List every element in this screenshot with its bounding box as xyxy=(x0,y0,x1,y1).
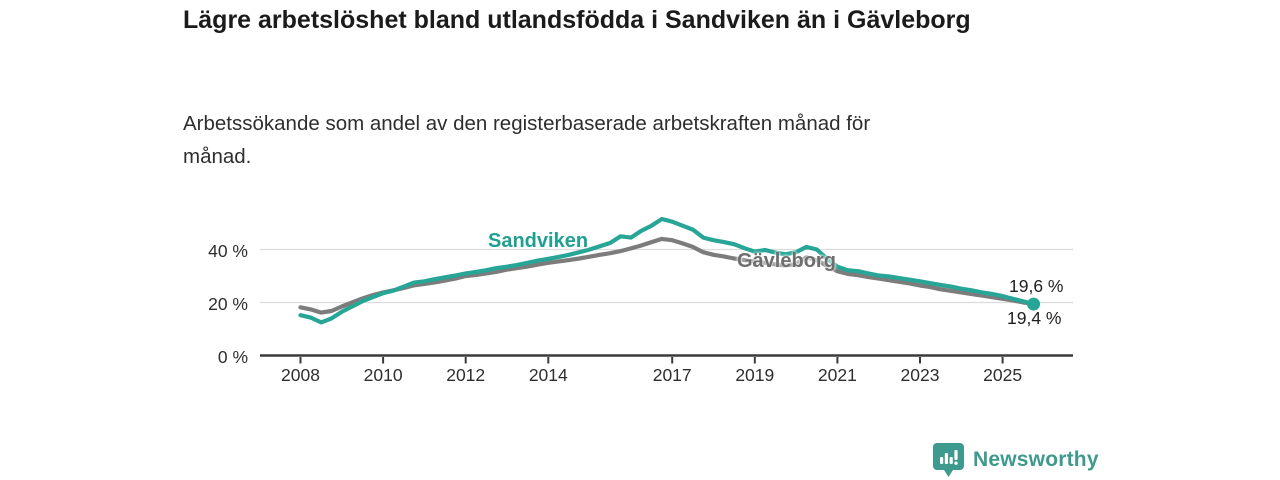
x-tick-label: 2019 xyxy=(735,365,775,385)
y-tick-label: 0 % xyxy=(217,346,248,367)
page-title: Lägre arbetslöshet bland utlandsfödda i … xyxy=(183,6,971,34)
series-line-sandviken xyxy=(298,216,1036,325)
newsworthy-logo-link[interactable]: Newsworthy xyxy=(933,443,1099,477)
y-tick-label: 20 % xyxy=(208,293,248,314)
x-tick-label: 2010 xyxy=(363,365,403,385)
series-label-gavleborg: Gävleborg xyxy=(737,250,836,272)
x-tick-label: 2021 xyxy=(817,365,857,385)
x-tick-label: 2025 xyxy=(983,365,1023,385)
series-label-sandviken: Sandviken xyxy=(488,230,589,252)
series-line-gävleborg xyxy=(298,236,1036,315)
chart-subtitle: Arbetssökande som andel av den registerb… xyxy=(183,112,871,168)
end-value-sandviken: 19,4 % xyxy=(1007,308,1062,328)
end-value-gavleborg: 19,6 % xyxy=(1009,276,1064,296)
x-tick-label: 2023 xyxy=(900,365,940,385)
brand-name: Newsworthy xyxy=(973,448,1099,471)
bar-chart-speech-bubble-icon xyxy=(933,443,964,477)
x-tick-label: 2008 xyxy=(281,365,320,385)
x-tick-label: 2017 xyxy=(652,365,692,385)
x-tick-label: 2014 xyxy=(528,365,568,385)
y-tick-label: 40 % xyxy=(208,240,248,261)
x-tick-label: 2012 xyxy=(446,365,486,385)
end-dot-sandviken xyxy=(1027,297,1041,311)
